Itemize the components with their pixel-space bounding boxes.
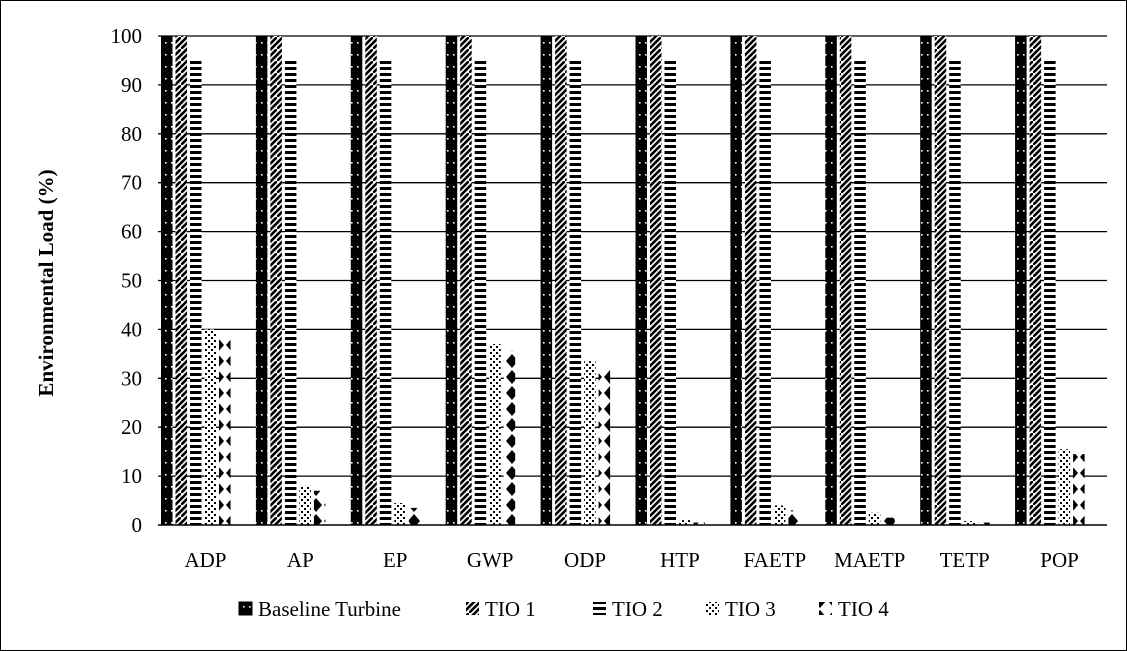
bar-baseline-turbine-odp [540, 36, 553, 525]
x-axis-categories: ADP AP EP GWP ODP HTP FAETP MAETP TETP POP [184, 548, 1078, 572]
bar-tio-4-pop [1073, 454, 1085, 525]
bars [161, 36, 1085, 525]
y-tick-label: 30 [121, 366, 142, 390]
bar-baseline-turbine-htp [635, 36, 647, 525]
y-tick-label: 0 [132, 513, 143, 537]
x-category-label: FAETP [744, 548, 807, 572]
legend-swatch [819, 602, 832, 615]
gridlines [158, 35, 1107, 477]
x-category-label: TETP [940, 548, 990, 572]
y-tick-label: 80 [121, 122, 142, 146]
y-tick-label: 60 [121, 220, 142, 244]
bar-tio-3-faetp [773, 505, 786, 525]
y-tick-label: 100 [111, 24, 143, 48]
bar-tio-3-htp [679, 520, 691, 525]
legend-swatch [593, 602, 606, 615]
bar-tio-2-pop [1044, 58, 1056, 525]
bar-tio-2-odp [569, 58, 582, 525]
x-category-label: AP [287, 548, 314, 572]
bar-tio-1-pop [1029, 36, 1042, 525]
bar-tio-2-maetp [854, 58, 866, 525]
y-tick-label: 20 [121, 415, 142, 439]
bar-tio-4-tetp [978, 522, 990, 525]
bar-tio-2-tetp [949, 58, 961, 525]
bar-baseline-turbine-gwp [445, 36, 458, 525]
bar-baseline-turbine-maetp [825, 36, 837, 525]
bar-tio-2-htp [664, 58, 676, 525]
bar-tio-1-faetp [744, 36, 757, 525]
legend-label: TIO 3 [725, 597, 776, 621]
bar-tio-4-odp [598, 368, 611, 525]
x-category-label: MAETP [834, 548, 905, 572]
bar-tio-4-htp [693, 522, 705, 525]
y-axis-ticks: 0 10 20 30 40 50 60 70 80 90 100 [111, 24, 143, 537]
bar-tio-1-maetp [839, 36, 852, 525]
legend-label: Baseline Turbine [258, 597, 401, 621]
x-category-label: ADP [184, 548, 226, 572]
bar-tio-2-gwp [474, 58, 487, 525]
bar-tio-2-faetp [759, 58, 771, 525]
y-tick-label: 70 [121, 171, 142, 195]
bar-tio-1-adp [175, 36, 187, 525]
legend-swatch [466, 602, 479, 615]
bar-tio-2-adp [190, 58, 202, 525]
legend-swatch [238, 601, 253, 616]
bar-baseline-turbine-tetp [920, 36, 932, 525]
bar-tio-4-maetp [883, 517, 895, 525]
y-axis-label: Environmental Load (%) [34, 169, 58, 396]
x-category-label: HTP [660, 548, 700, 572]
y-tick-label: 50 [121, 269, 142, 293]
bar-tio-4-ap [313, 490, 326, 525]
bar-tio-3-pop [1058, 449, 1071, 525]
bar-tio-3-gwp [489, 344, 501, 525]
bar-tio-4-faetp [788, 510, 800, 525]
bar-tio-1-ep [365, 36, 377, 525]
y-tick-label: 40 [121, 317, 142, 341]
bar-tio-1-tetp [934, 36, 947, 525]
x-category-label: EP [383, 548, 408, 572]
bar-tio-1-odp [555, 36, 567, 525]
bar-baseline-turbine-ap [255, 36, 268, 525]
bar-baseline-turbine-adp [161, 36, 173, 525]
bar-baseline-turbine-faetp [730, 36, 742, 525]
x-category-label: POP [1040, 548, 1079, 572]
bar-tio-3-ap [299, 485, 311, 525]
bar-baseline-turbine-pop [1015, 36, 1027, 525]
y-tick-label: 10 [121, 464, 142, 488]
legend-label: TIO 2 [612, 597, 663, 621]
bar-tio-4-gwp [503, 351, 516, 525]
bar-tio-3-tetp [963, 521, 976, 525]
bar-tio-2-ep [379, 58, 392, 525]
bar-tio-3-odp [584, 361, 596, 525]
bar-tio-3-maetp [868, 512, 881, 525]
x-category-label: ODP [564, 548, 606, 572]
bar-tio-2-ap [284, 58, 297, 525]
legend-label: TIO 4 [838, 597, 889, 621]
x-category-label: GWP [467, 548, 514, 572]
legend-label: TIO 1 [485, 597, 536, 621]
legend-swatch [706, 602, 719, 615]
y-tick-label: 90 [121, 73, 142, 97]
bar-tio-3-adp [204, 329, 216, 525]
bar-tio-4-ep [408, 507, 421, 525]
bar-tio-1-ap [270, 36, 282, 525]
legend: Baseline Turbine TIO 1 TIO 2 TIO 3 TIO 4 [238, 597, 889, 621]
bar-tio-1-gwp [460, 36, 472, 525]
bar-tio-4-adp [219, 339, 231, 525]
bar-tio-3-ep [394, 502, 406, 525]
bar-tio-1-htp [650, 36, 662, 525]
bar-baseline-turbine-ep [350, 36, 363, 525]
